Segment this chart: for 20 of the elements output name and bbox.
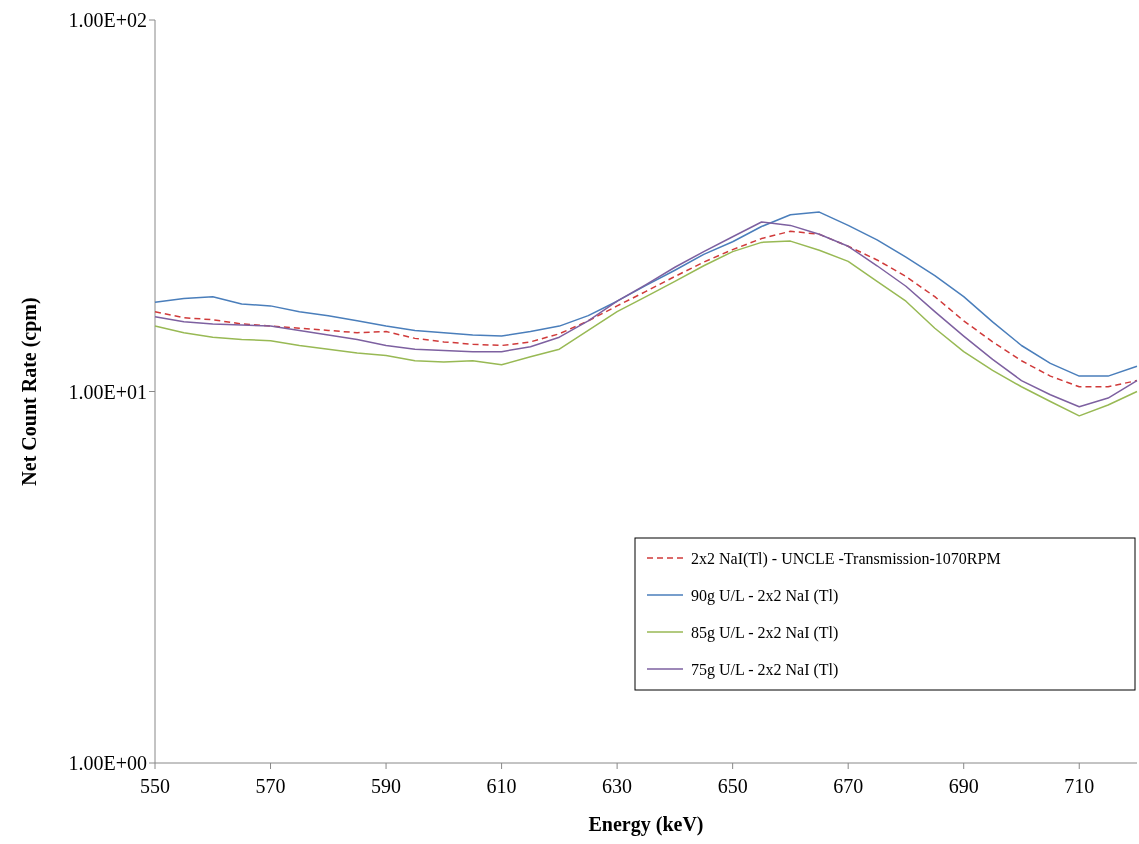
x-tick-label: 570 [255, 775, 286, 797]
x-tick-label: 650 [717, 775, 748, 797]
legend-label: 85g U/L - 2x2 NaI (Tl) [691, 624, 839, 642]
x-axis-title: Energy (keV) [588, 813, 704, 836]
x-tick-label: 710 [1064, 775, 1095, 797]
y-axis-title: Net Count Rate (cpm) [18, 297, 41, 486]
x-tick-label: 690 [948, 775, 979, 797]
x-tick-label: 610 [486, 775, 517, 797]
x-tick-label: 630 [602, 775, 633, 797]
y-tick-label: 1.00E+00 [68, 752, 147, 774]
x-tick-label: 550 [140, 775, 170, 797]
legend-label: 2x2 NaI(Tl) - UNCLE -Transmission-1070RPM [691, 550, 1001, 568]
x-tick-label: 670 [833, 775, 864, 797]
y-tick-label: 1.00E+02 [68, 9, 147, 31]
x-tick-label: 590 [371, 775, 402, 797]
line-series [154, 230, 1138, 388]
legend-label: 90g U/L - 2x2 NaI (Tl) [691, 587, 839, 605]
legend-label: 75g U/L - 2x2 NaI (Tl) [691, 661, 839, 679]
line-series [154, 211, 1138, 377]
y-tick-label: 1.00E+01 [68, 380, 147, 403]
